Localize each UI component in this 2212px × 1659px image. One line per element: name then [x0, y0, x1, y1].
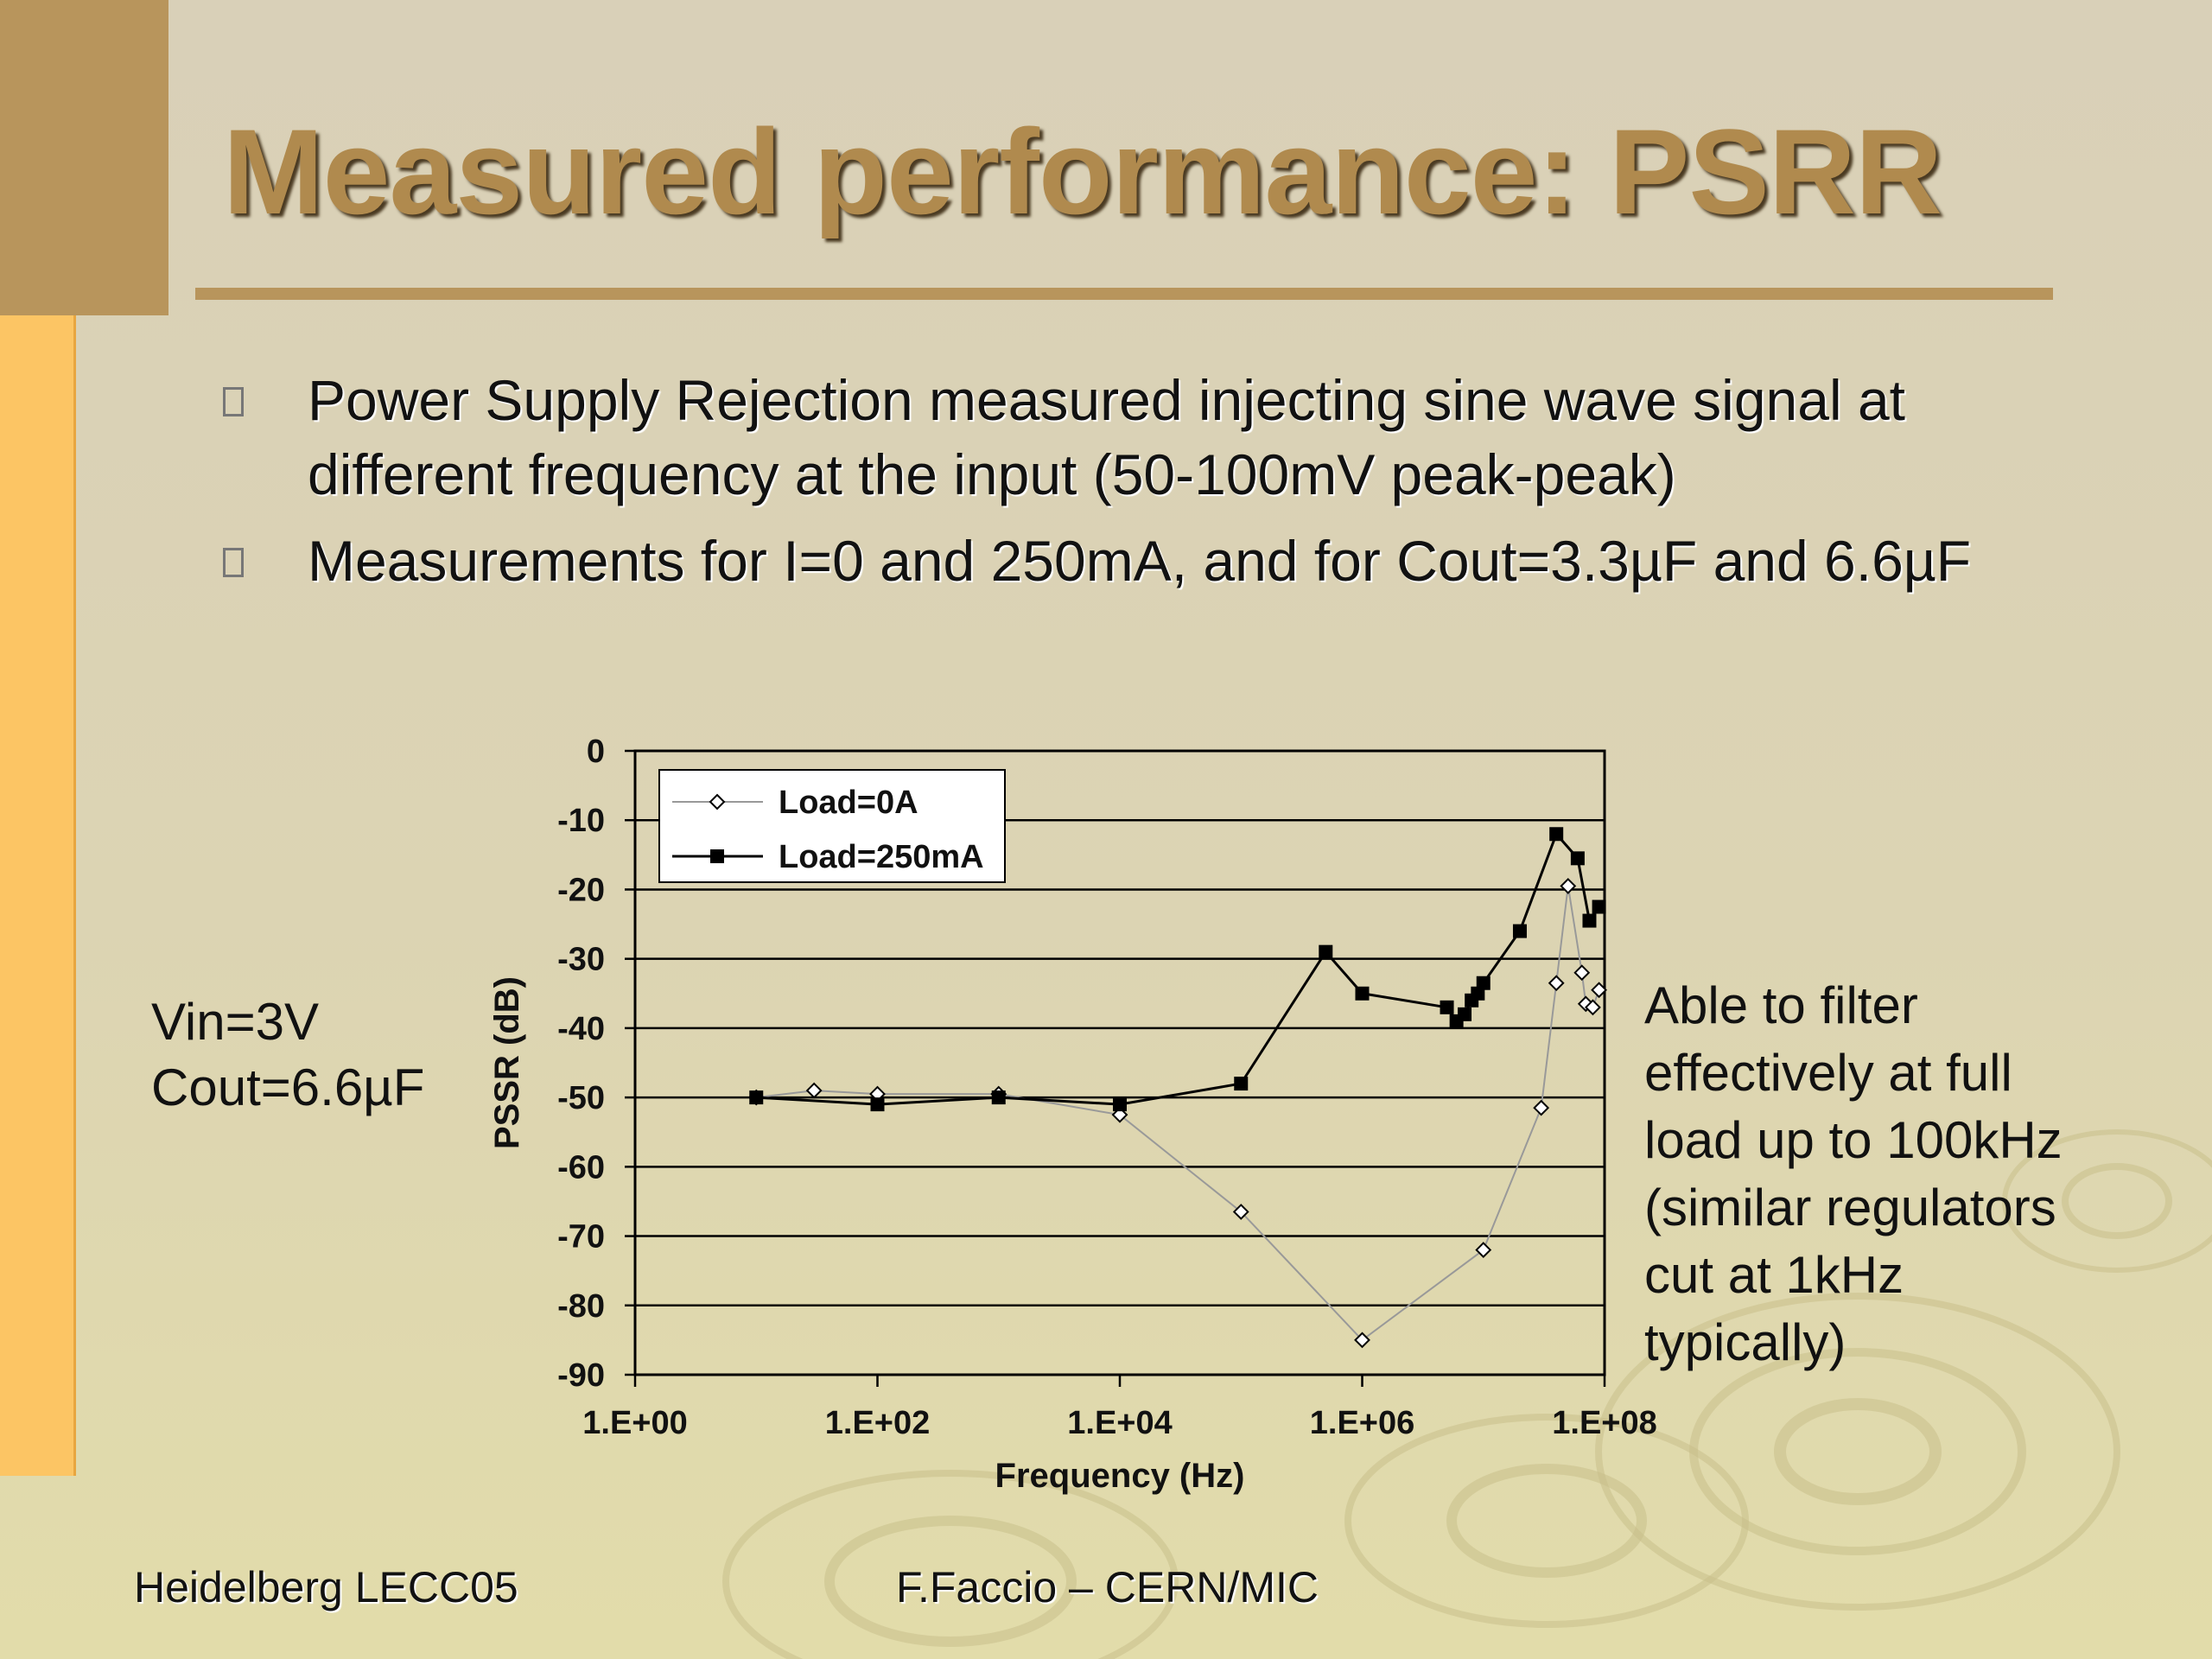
- bullet-item: Measurements for I=0 and 250mA, and for …: [221, 524, 2105, 598]
- bullet-marker-icon: [223, 387, 244, 416]
- y-tick-label: -50: [557, 1080, 605, 1116]
- bullet-text: Power Supply Rejection measured injectin…: [308, 368, 1905, 506]
- note-line: (similar regulators: [1644, 1179, 2056, 1236]
- legend-marker: [710, 849, 724, 863]
- data-point-load-0a: [1560, 878, 1577, 894]
- y-tick-label: -30: [557, 942, 605, 978]
- legend-box: [658, 769, 1006, 883]
- data-point-load-250ma: [1570, 851, 1585, 866]
- data-point-load-0a: [1232, 1204, 1249, 1220]
- data-point-load-250ma: [1476, 976, 1491, 990]
- note-line: load up to 100kHz: [1644, 1111, 2063, 1169]
- data-point-load-0a: [805, 1082, 823, 1099]
- data-point-load-0a: [1533, 1099, 1550, 1116]
- data-point-load-0a: [1475, 1242, 1492, 1259]
- series-line-0: [756, 886, 1600, 1342]
- x-tick-label: 1.E+08: [1552, 1405, 1657, 1441]
- data-point-load-0a: [1584, 999, 1601, 1016]
- data-point-load-0a: [1111, 1106, 1128, 1123]
- data-point-load-250ma: [1440, 1000, 1454, 1014]
- footer-left: Heidelberg LECC05: [134, 1563, 518, 1611]
- legend-label: Load=250mA: [779, 839, 984, 875]
- note-line: Vin=3V: [151, 993, 320, 1051]
- legend-label: Load=0A: [779, 785, 918, 821]
- slide-title: Measured performance: PSRR: [223, 104, 1942, 239]
- x-tick-label: 1.E+02: [825, 1405, 931, 1441]
- data-point-load-250ma: [1582, 913, 1597, 928]
- bullet-marker-icon: [223, 548, 244, 577]
- bullet-item: Power Supply Rejection measured injectin…: [221, 363, 2105, 512]
- y-tick-label: -10: [557, 803, 605, 839]
- y-tick-label: -70: [557, 1219, 605, 1255]
- bullet-list: Power Supply Rejection measured injectin…: [221, 363, 2105, 610]
- bullet-text: Measurements for I=0 and 250mA, and for …: [308, 529, 1972, 593]
- data-point-load-250ma: [1319, 944, 1333, 959]
- data-point-load-0a: [1354, 1332, 1370, 1349]
- note-line: effectively at full: [1644, 1044, 2012, 1102]
- y-tick-label: -40: [557, 1011, 605, 1047]
- title-underline: [195, 288, 2053, 300]
- conditions-note: Vin=3V Cout=6.6µF: [151, 989, 424, 1121]
- note-line: typically): [1644, 1313, 1847, 1371]
- note-line: cut at 1kHz: [1644, 1246, 1904, 1304]
- data-point-load-250ma: [1549, 827, 1564, 842]
- legend-marker: [709, 793, 726, 810]
- x-tick-label: 1.E+00: [582, 1405, 688, 1441]
- data-point-load-250ma: [1234, 1077, 1249, 1091]
- data-point-load-250ma: [1458, 1007, 1472, 1021]
- data-point-load-250ma: [749, 1090, 764, 1105]
- y-axis-title: PSSR (dB): [488, 976, 526, 1149]
- x-tick-label: 1.E+04: [1067, 1405, 1173, 1441]
- data-point-load-250ma: [1592, 899, 1606, 914]
- x-tick-label: 1.E+06: [1310, 1405, 1415, 1441]
- y-tick-label: -80: [557, 1288, 605, 1325]
- data-point-load-250ma: [1512, 924, 1527, 938]
- data-point-load-250ma: [991, 1090, 1006, 1105]
- conclusion-note: Able to filter effectively at full load …: [1644, 972, 2063, 1376]
- data-point-load-250ma: [1113, 1097, 1127, 1112]
- side-accent-bar: [0, 315, 76, 1476]
- y-tick-label: 0: [587, 734, 605, 770]
- footer-center: F.Faccio – CERN/MIC: [896, 1563, 1319, 1611]
- y-tick-label: -20: [557, 872, 605, 908]
- y-tick-label: -60: [557, 1149, 605, 1185]
- corner-decoration-block: [0, 0, 168, 315]
- note-line: Cout=6.6µF: [151, 1058, 425, 1116]
- x-axis-title: Frequency (Hz): [995, 1457, 1245, 1495]
- data-point-load-0a: [1591, 982, 1607, 999]
- y-tick-label: -90: [557, 1357, 605, 1394]
- data-point-load-0a: [1573, 964, 1591, 982]
- note-line: Able to filter: [1644, 976, 1918, 1034]
- data-point-load-0a: [1548, 975, 1565, 992]
- data-point-load-250ma: [1471, 986, 1485, 1001]
- data-point-load-250ma: [870, 1097, 885, 1112]
- data-point-load-250ma: [1355, 986, 1370, 1001]
